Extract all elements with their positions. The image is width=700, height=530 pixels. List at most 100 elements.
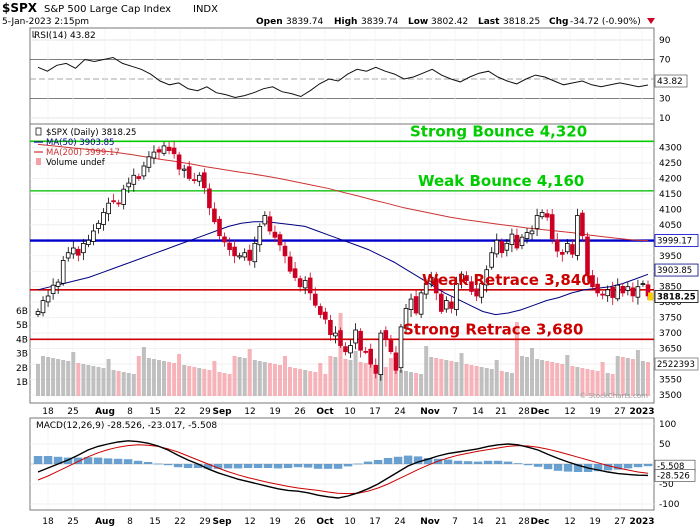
candle-body <box>86 239 91 246</box>
volume-bar <box>555 363 560 396</box>
volume-bar <box>257 361 262 396</box>
volume-bar <box>363 363 368 396</box>
x-axis-label: 12 <box>244 517 255 527</box>
candle-body <box>570 244 575 255</box>
candle-body <box>81 242 86 254</box>
candle-body <box>524 232 530 239</box>
x-axis-label: Sep <box>212 517 232 527</box>
volume-bar <box>469 365 474 396</box>
volume-bar <box>484 368 489 396</box>
x-axis-label: Nov <box>420 407 440 417</box>
volume-bar <box>328 356 333 396</box>
rsi-line <box>37 56 649 99</box>
volume-bar <box>575 367 580 396</box>
candle-body <box>443 300 449 310</box>
volume-tick-label: 4B <box>16 335 28 345</box>
volume-bar <box>91 366 96 396</box>
candle-body <box>186 166 192 179</box>
candle-body <box>494 239 499 255</box>
x-axis-label: 24 <box>394 517 406 527</box>
candle-body <box>408 298 414 311</box>
candle-body <box>156 149 162 153</box>
rsi-panel: 9070503010 43.82 RSI(14) 43.82 <box>29 27 688 125</box>
macd-histogram-bar <box>543 464 553 470</box>
macd-histogram-bar <box>443 459 453 464</box>
candle-body <box>277 234 283 246</box>
macd-histogram-bar <box>593 464 603 472</box>
copyright: © StockCharts.com <box>579 392 648 400</box>
candle-body <box>474 288 479 297</box>
macd-histogram-bar <box>103 458 113 464</box>
x-axis-label: 14 <box>472 517 484 527</box>
low-label: Low <box>408 17 428 27</box>
volume-bar <box>393 369 398 396</box>
macd-histogram-bar <box>193 464 203 468</box>
candle-body <box>549 214 555 240</box>
macd-histogram-bar <box>43 456 53 464</box>
volume-bar <box>76 363 81 396</box>
candle-body <box>312 293 318 306</box>
volume-bar <box>192 367 197 396</box>
low-value: 3802.42 <box>431 17 468 27</box>
volume-bar <box>313 372 318 396</box>
candle-body <box>509 233 515 246</box>
candle-body <box>232 246 237 257</box>
macd-tag <box>654 469 696 482</box>
volume-bar <box>262 362 267 396</box>
candle-body <box>605 289 610 297</box>
x-axis-label: Nov <box>420 517 440 527</box>
volume-bar <box>479 367 484 396</box>
volume-bar <box>358 362 363 396</box>
price-tick-label: 3650 <box>659 345 682 355</box>
candle-body <box>91 230 96 242</box>
macd-histogram-bar <box>633 464 643 468</box>
volume-bar <box>318 363 323 396</box>
macd-tick-label: 100 <box>659 420 676 430</box>
x-axis-label: 8 <box>127 517 133 527</box>
rsi-value-tag <box>654 74 688 88</box>
x-axis-label: 8 <box>127 407 133 417</box>
candle-body <box>287 256 293 272</box>
price-tick-label: 3750 <box>659 314 682 324</box>
volume-bar <box>625 358 630 396</box>
macd-histogram-bar <box>513 463 523 464</box>
candle-body <box>398 326 404 369</box>
macd-histogram-bar <box>53 456 63 464</box>
volume-bar <box>635 350 640 396</box>
candle-body <box>126 182 132 188</box>
candle-body <box>151 151 157 159</box>
volume-bar <box>172 363 177 396</box>
volume-bar <box>157 360 161 396</box>
candle-body <box>146 156 152 168</box>
macd-histogram-bar <box>83 457 93 464</box>
open-value: 3839.74 <box>286 17 323 27</box>
x-axis-label: 24 <box>394 407 406 417</box>
last-price-marker <box>648 292 653 301</box>
candle-body <box>378 332 384 376</box>
volume-bar <box>373 365 378 396</box>
volume-bar <box>46 357 51 396</box>
candle-body <box>353 329 358 344</box>
quote-date: 5-Jan-2023 2:15pm <box>2 17 89 27</box>
volume-bar <box>399 370 403 396</box>
volume-bar <box>167 362 172 396</box>
volume-bar <box>303 370 308 396</box>
candle-body <box>464 275 469 282</box>
level-annotation: Strong Retrace 3,680 <box>403 320 583 338</box>
volume-tick-label: 1B <box>16 378 28 388</box>
last-label: Last <box>478 17 500 27</box>
price-tag <box>654 357 699 371</box>
volume-bar <box>101 368 106 396</box>
high-value: 3839.74 <box>361 17 398 27</box>
volume-bar <box>308 371 313 396</box>
candle-body <box>267 216 273 232</box>
x-axis-label: 12 <box>564 407 575 417</box>
macd-histogram-bar <box>503 461 513 464</box>
candle-body <box>40 300 46 314</box>
candle-body <box>237 255 242 258</box>
rsi-frame <box>29 27 655 125</box>
price-panel: 4300425042004150410040504000395039003850… <box>16 122 699 404</box>
candle-body <box>252 242 258 263</box>
x-axis-label: Dec <box>531 407 550 417</box>
